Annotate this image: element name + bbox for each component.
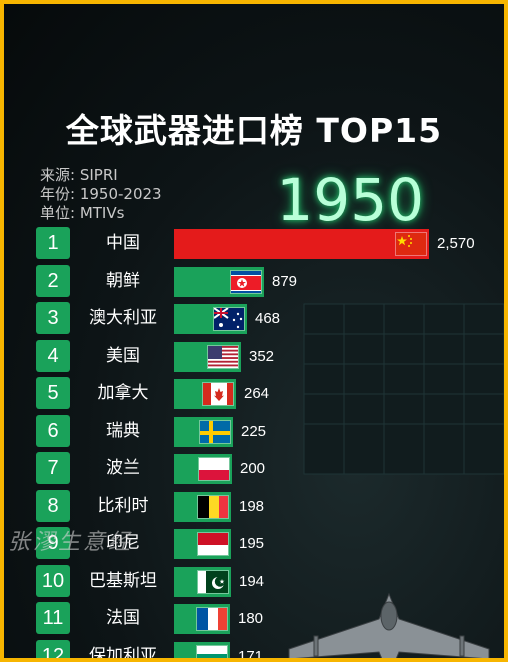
- bar-row: 1 中国 2,570: [4, 227, 504, 261]
- value-label: 195: [239, 535, 265, 552]
- rank-badge: 4: [36, 339, 70, 372]
- value-label: 2,570: [437, 235, 475, 252]
- rank-badge: 10: [36, 564, 70, 597]
- bar: [174, 229, 429, 259]
- country-label: 美国: [106, 345, 140, 366]
- value-label: 352: [249, 347, 275, 365]
- rank-badge: 3: [36, 302, 70, 334]
- north-korea-flag-icon: [230, 269, 262, 294]
- value-label: 879: [272, 272, 298, 290]
- france-flag-icon: [196, 607, 228, 631]
- value-label: 468: [255, 310, 281, 327]
- unit-label: 单位: MTIVs: [40, 204, 125, 222]
- sweden-flag-icon: [199, 419, 231, 444]
- country-label: 保加利亚: [89, 645, 157, 659]
- rank-badge: 7: [36, 452, 70, 484]
- value-label: 200: [240, 460, 266, 477]
- bulgaria-flag-icon: [196, 644, 228, 658]
- value-label: 264: [244, 385, 270, 402]
- rank-badge: 11: [36, 602, 70, 634]
- value-label: 180: [238, 610, 264, 627]
- watermark-text: 张漻生意经: [8, 530, 134, 555]
- source-label: 来源: SIPRI: [40, 166, 118, 184]
- country-label: 加拿大: [97, 383, 149, 403]
- australia-flag-icon: [213, 307, 245, 331]
- bar-row: 6 瑞典 225: [4, 414, 504, 449]
- rank-badge: 8: [36, 489, 70, 522]
- bar-row: 2 朝鲜 879: [4, 264, 504, 299]
- rank-badge: 12: [36, 639, 70, 658]
- country-label: 瑞典: [106, 420, 140, 441]
- usa-flag-icon: [207, 344, 239, 369]
- country-label: 印尼: [106, 533, 140, 553]
- chart-title: 全球武器进口榜 TOP15: [65, 111, 443, 150]
- bar-row: 10 巴基斯坦 194: [4, 564, 504, 599]
- value-label: 198: [239, 497, 265, 515]
- bar-row: 11 法国 180: [4, 602, 504, 636]
- years-label: 年份: 1950-2023: [40, 185, 162, 203]
- country-label: 波兰: [106, 458, 140, 478]
- value-label: 171: [238, 647, 264, 659]
- indonesia-flag-icon: [197, 532, 229, 556]
- bar-row: 12 保加利亚 171: [4, 639, 504, 659]
- bar-row: 3 澳大利亚 468: [4, 302, 504, 336]
- value-label: 225: [241, 422, 267, 440]
- background-circuit: [303, 303, 504, 475]
- rank-badge: 2: [36, 264, 70, 297]
- value-label: 194: [239, 572, 265, 590]
- rank-badge: 6: [36, 414, 70, 447]
- china-flag-icon: [395, 232, 427, 256]
- current-year: 1950: [276, 166, 424, 234]
- country-label: 澳大利亚: [89, 308, 157, 328]
- bar-row: 9 印尼 195: [4, 527, 504, 561]
- country-label: 朝鲜: [106, 270, 140, 291]
- bar-row: 5 加拿大 264: [4, 377, 504, 411]
- rank-badge: 9: [36, 527, 70, 559]
- country-label: 中国: [106, 233, 140, 253]
- bar-row: 7 波兰 200: [4, 452, 504, 486]
- bar-row: 4 美国 352: [4, 339, 504, 374]
- belgium-flag-icon: [197, 494, 229, 519]
- country-label: 巴基斯坦: [89, 570, 157, 591]
- fighter-jet-icon: [288, 592, 490, 658]
- canada-flag-icon: [202, 382, 234, 406]
- chart-frame: 全球武器进口榜 TOP15 来源: SIPRI 年份: 1950-2023 单位…: [4, 4, 504, 658]
- country-label: 比利时: [97, 495, 149, 516]
- rank-badge: 5: [36, 377, 70, 409]
- country-label: 法国: [106, 608, 140, 628]
- pakistan-flag-icon: [197, 569, 229, 594]
- poland-flag-icon: [198, 457, 230, 481]
- bar-row: 8 比利时 198: [4, 489, 504, 524]
- rank-badge: 1: [36, 227, 70, 259]
